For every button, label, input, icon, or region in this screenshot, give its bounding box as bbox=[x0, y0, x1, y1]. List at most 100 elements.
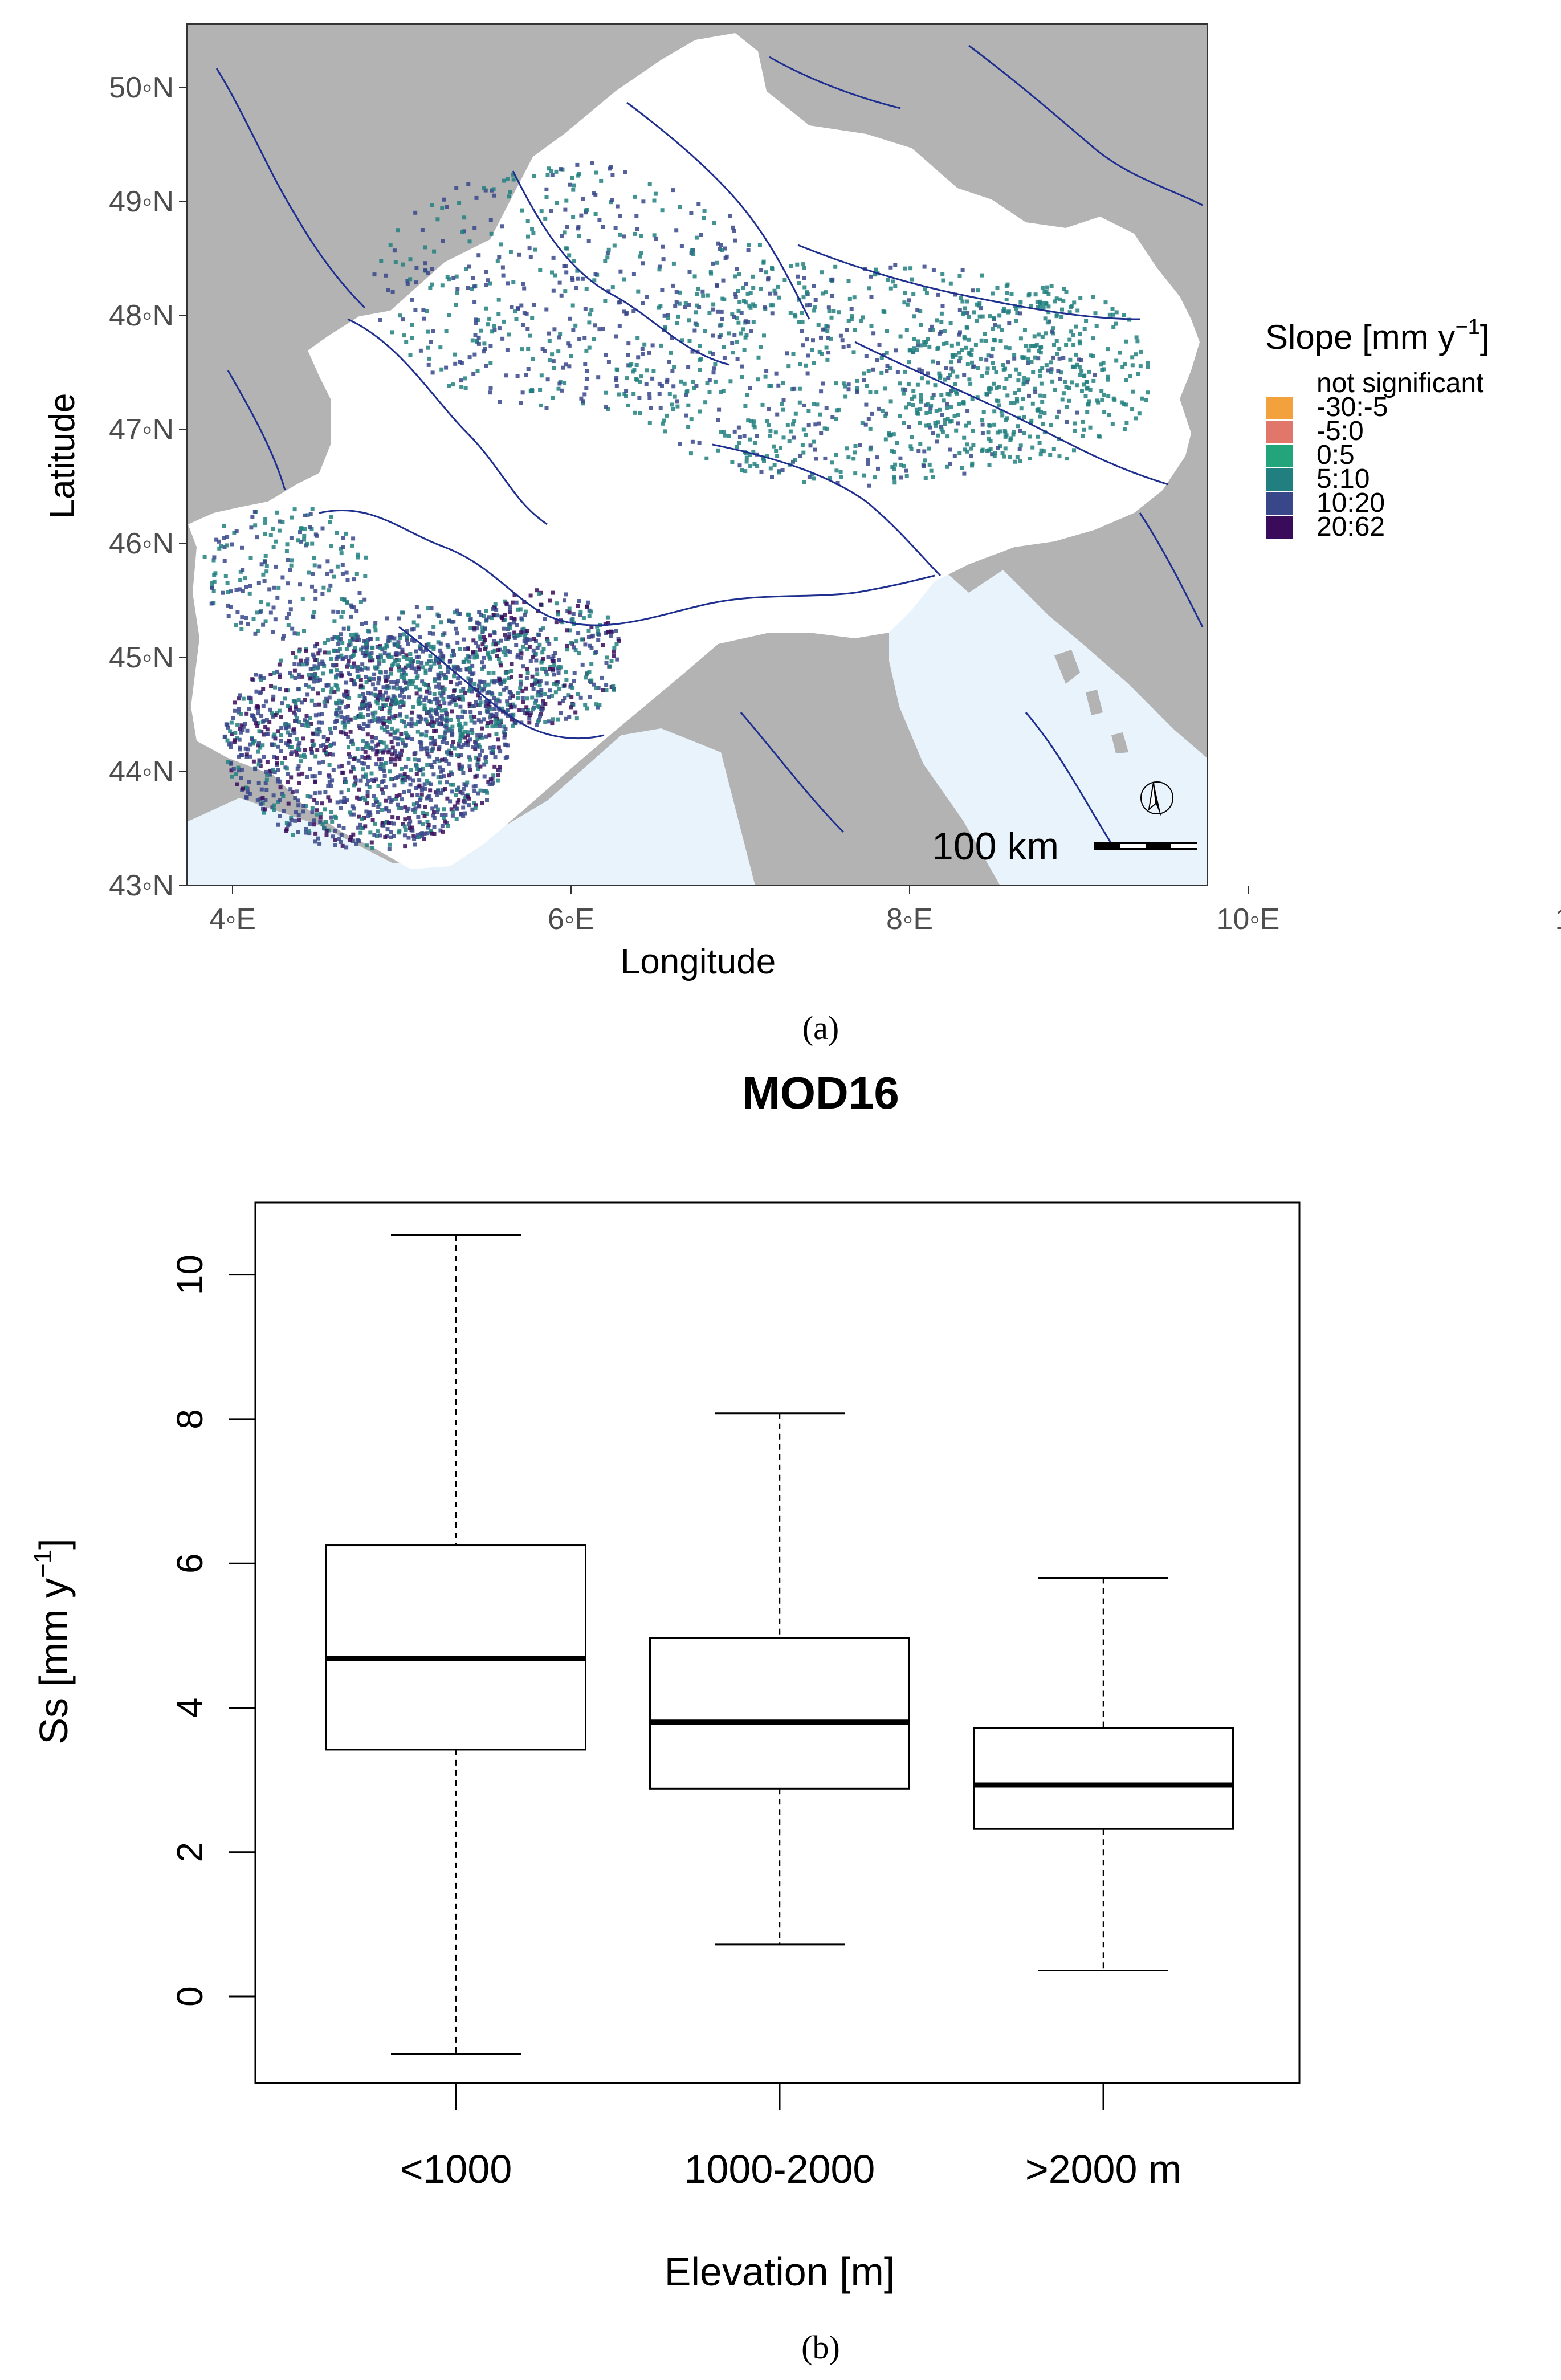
trend-pixel bbox=[841, 381, 846, 386]
trend-pixel bbox=[214, 537, 219, 542]
trend-pixel bbox=[918, 407, 923, 411]
trend-pixel bbox=[339, 730, 343, 735]
trend-pixel bbox=[589, 308, 594, 312]
trend-pixel bbox=[423, 805, 427, 809]
map-y-axis: 50◦N49◦N48◦N47◦N46◦N45◦N44◦N43◦N bbox=[109, 71, 187, 902]
trend-pixel bbox=[918, 421, 922, 425]
trend-pixel bbox=[510, 662, 514, 666]
trend-pixel bbox=[564, 270, 569, 275]
trend-pixel bbox=[502, 319, 506, 324]
trend-pixel bbox=[626, 341, 631, 346]
trend-pixel bbox=[279, 726, 284, 730]
trend-pixel bbox=[798, 362, 802, 366]
trend-pixel bbox=[493, 718, 498, 722]
trend-pixel bbox=[408, 277, 413, 282]
trend-pixel bbox=[617, 300, 621, 305]
trend-pixel bbox=[486, 682, 491, 687]
trend-pixel bbox=[385, 827, 390, 832]
trend-pixel bbox=[765, 454, 769, 459]
trend-pixel bbox=[1064, 290, 1069, 294]
trend-pixel bbox=[364, 646, 369, 650]
trend-pixel bbox=[389, 756, 393, 761]
trend-pixel bbox=[394, 651, 399, 655]
y-tick-label: 2 bbox=[169, 1842, 210, 1863]
trend-pixel bbox=[229, 589, 233, 594]
trend-pixel bbox=[451, 740, 455, 744]
trend-pixel bbox=[468, 757, 472, 762]
trend-pixel bbox=[712, 221, 716, 225]
trend-pixel bbox=[703, 329, 707, 333]
trend-pixel bbox=[457, 201, 462, 205]
trend-pixel bbox=[547, 695, 551, 699]
trend-pixel bbox=[268, 533, 273, 537]
trend-pixel bbox=[862, 378, 866, 382]
trend-pixel bbox=[519, 401, 523, 405]
trend-pixel bbox=[482, 680, 487, 684]
trend-pixel bbox=[488, 390, 492, 395]
trend-pixel bbox=[561, 365, 565, 370]
trend-pixel bbox=[401, 667, 406, 672]
trend-pixel bbox=[211, 601, 216, 605]
trend-pixel bbox=[259, 730, 264, 734]
trend-pixel bbox=[486, 671, 491, 675]
trend-pixel bbox=[405, 635, 409, 639]
trend-pixel bbox=[499, 663, 503, 668]
trend-pixel bbox=[434, 804, 438, 809]
trend-pixel bbox=[366, 638, 370, 642]
trend-pixel bbox=[364, 809, 369, 814]
trend-pixel bbox=[942, 398, 946, 403]
trend-pixel bbox=[806, 409, 811, 413]
trend-pixel bbox=[450, 813, 455, 818]
trend-pixel bbox=[312, 556, 316, 560]
trend-pixel bbox=[1029, 360, 1034, 364]
trend-pixel bbox=[940, 272, 945, 276]
trend-pixel bbox=[556, 349, 561, 354]
trend-pixel bbox=[378, 767, 383, 771]
trend-pixel bbox=[379, 725, 384, 730]
trend-pixel bbox=[963, 447, 967, 452]
trend-pixel bbox=[276, 777, 280, 781]
trend-pixel bbox=[1007, 321, 1012, 325]
map-y-tick-label: 43◦N bbox=[109, 869, 174, 902]
trend-pixel bbox=[388, 842, 392, 847]
trend-pixel bbox=[786, 364, 791, 369]
trend-pixel bbox=[527, 720, 532, 725]
legend-label: -30:-5 bbox=[1317, 392, 1388, 422]
trend-pixel bbox=[537, 633, 541, 637]
trend-pixel bbox=[455, 631, 459, 636]
trend-pixel bbox=[797, 400, 802, 405]
trend-pixel bbox=[311, 572, 315, 576]
trend-pixel bbox=[687, 318, 691, 323]
trend-pixel bbox=[641, 301, 645, 305]
trend-pixel bbox=[502, 687, 506, 692]
trend-pixel bbox=[397, 830, 401, 835]
trend-pixel bbox=[942, 329, 947, 333]
trend-pixel bbox=[511, 723, 515, 728]
trend-pixel bbox=[313, 791, 317, 796]
trend-pixel bbox=[730, 341, 735, 345]
trend-pixel bbox=[289, 818, 294, 822]
trend-pixel bbox=[1087, 399, 1091, 404]
trend-pixel bbox=[1139, 349, 1143, 354]
trend-pixel bbox=[528, 637, 532, 642]
trend-pixel bbox=[449, 680, 453, 684]
trend-pixel bbox=[313, 673, 318, 676]
trend-pixel bbox=[556, 386, 561, 391]
trend-pixel bbox=[503, 727, 508, 731]
trend-pixel bbox=[1035, 300, 1040, 304]
trend-pixel bbox=[432, 816, 437, 820]
trend-pixel bbox=[452, 674, 457, 679]
trend-pixel bbox=[792, 419, 797, 423]
trend-pixel bbox=[439, 671, 443, 675]
trend-pixel bbox=[955, 374, 960, 379]
trend-pixel bbox=[361, 767, 365, 772]
trend-pixel bbox=[525, 696, 529, 701]
trend-pixel bbox=[825, 357, 830, 362]
trend-pixel bbox=[554, 169, 559, 174]
trend-pixel bbox=[1004, 298, 1009, 301]
trend-pixel bbox=[396, 802, 400, 807]
trend-pixel bbox=[398, 700, 403, 704]
trend-pixel bbox=[470, 807, 475, 812]
trend-pixel bbox=[262, 755, 266, 759]
trend-pixel bbox=[570, 617, 575, 621]
